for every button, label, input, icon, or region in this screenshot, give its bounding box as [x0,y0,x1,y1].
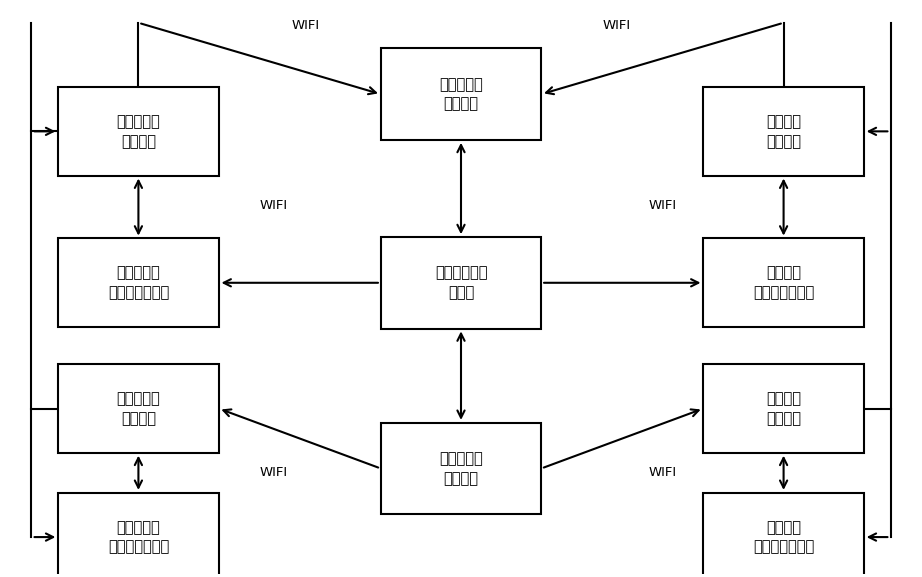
FancyBboxPatch shape [703,493,864,577]
Text: 支路入口
升降栏杆: 支路入口 升降栏杆 [766,114,801,149]
Text: 支路出口
车辆检测传感器: 支路出口 车辆检测传感器 [753,520,814,554]
FancyBboxPatch shape [703,238,864,327]
Text: 支路出口
升降栏杆: 支路出口 升降栏杆 [766,391,801,426]
Text: WIFI: WIFI [291,19,319,32]
Text: WIFI: WIFI [648,199,677,212]
FancyBboxPatch shape [703,364,864,453]
Text: 路口车辆检测
传感器: 路口车辆检测 传感器 [435,265,487,300]
FancyBboxPatch shape [58,87,219,175]
Text: WIFI: WIFI [603,19,631,32]
FancyBboxPatch shape [58,238,219,327]
Text: 第二公交车
检测装置: 第二公交车 检测装置 [439,77,483,111]
Text: 主干道入口
车辆检测传感器: 主干道入口 车辆检测传感器 [108,265,169,300]
FancyBboxPatch shape [381,423,541,514]
FancyBboxPatch shape [381,48,541,140]
Text: 第一公交车
检测装置: 第一公交车 检测装置 [439,451,483,486]
FancyBboxPatch shape [703,87,864,175]
Text: 主干道入口
升降栏杆: 主干道入口 升降栏杆 [116,114,160,149]
Text: WIFI: WIFI [259,199,287,212]
Text: 主干道出口
车辆检测传感器: 主干道出口 车辆检测传感器 [108,520,169,554]
Text: 支路入口
车辆检测传感器: 支路入口 车辆检测传感器 [753,265,814,300]
FancyBboxPatch shape [58,493,219,577]
Text: WIFI: WIFI [648,466,677,479]
FancyBboxPatch shape [381,237,541,328]
Text: WIFI: WIFI [259,466,287,479]
Text: 主干道出口
升降栏杆: 主干道出口 升降栏杆 [116,391,160,426]
FancyBboxPatch shape [58,364,219,453]
